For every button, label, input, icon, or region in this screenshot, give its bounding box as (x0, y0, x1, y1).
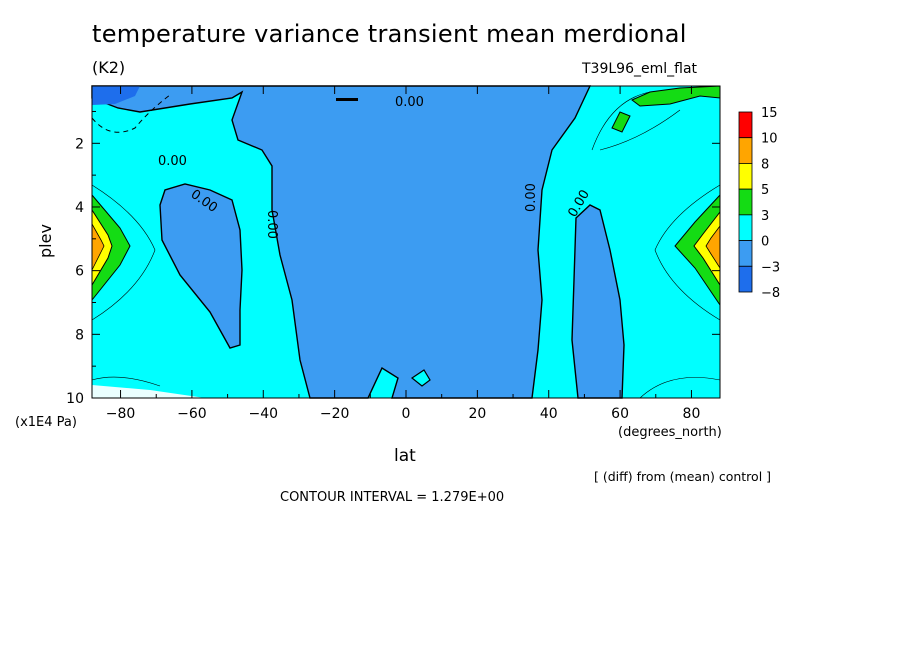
x-axis-label: lat (394, 446, 416, 466)
colorbar-segment (738, 240, 753, 267)
colorbar-segment (738, 214, 753, 241)
x-tick-label: 60 (611, 406, 629, 422)
chart-title: temperature variance transient mean merd… (92, 20, 687, 48)
colorbar-segment (738, 265, 753, 293)
x-tick-label: −80 (106, 406, 136, 422)
x-tick-label: 0 (402, 406, 411, 422)
colorbar-segment (738, 163, 753, 190)
y-tick-label: 2 (75, 136, 84, 152)
y-tick-label: 4 (75, 200, 84, 216)
chart-units: (K2) (92, 58, 126, 77)
region-central-negative (91, 85, 592, 399)
x-tick-label: −60 (177, 406, 207, 422)
contour-label-3: 0.00 (395, 95, 424, 110)
y-tick-label: 10 (66, 391, 84, 407)
x-tick-label: −20 (320, 406, 350, 422)
colorbar-label: 3 (761, 209, 769, 224)
y-axis-units: (x1E4 Pa) (15, 415, 77, 430)
colorbar-segment (738, 137, 753, 164)
colorbar-label: 0 (761, 235, 769, 250)
x-tick-label: −40 (248, 406, 278, 422)
diff-note: [ (diff) from (mean) control ] (594, 469, 772, 484)
region-north-column (571, 204, 625, 399)
thin-contour-north-surface (639, 377, 721, 399)
colorbar-label: −8 (761, 286, 780, 301)
colorbar-segment (738, 188, 753, 216)
equator-surface-blob (410, 369, 431, 387)
thin-contour-south-surface (91, 376, 161, 387)
thin-contour-north-top (591, 91, 651, 151)
x-axis-units: (degrees_north) (618, 425, 722, 440)
colorbar-label: 10 (761, 132, 778, 147)
contour-label-4: 0.00 (524, 183, 539, 212)
colorbar-label: 5 (761, 183, 769, 198)
x-tick-label: 20 (468, 406, 486, 422)
contour-label-2: 0.00 (264, 210, 279, 239)
thin-contour-north (654, 184, 721, 321)
run-label: T39L96_eml_flat (582, 61, 698, 77)
x-tick-label: 80 (683, 406, 701, 422)
thin-contour-north-top-2 (599, 109, 681, 151)
region-south-pocket (159, 183, 243, 349)
colorbar-label: −3 (761, 260, 780, 275)
colorbar-label: 15 (761, 106, 778, 121)
north-top-blob (611, 111, 631, 133)
dashed-contour (91, 94, 171, 133)
contour-interval: CONTOUR INTERVAL = 1.279E+00 (280, 490, 505, 505)
colorbar-label: 8 (761, 157, 769, 172)
thin-contour-south (91, 184, 156, 321)
x-tick-label: 40 (540, 406, 558, 422)
colorbar-segment (738, 111, 753, 139)
y-tick-label: 8 (75, 327, 84, 343)
y-tick-label: 6 (75, 264, 84, 280)
contour-label-0: 0.00 (158, 154, 187, 169)
top-streak (336, 98, 358, 101)
region-south-top-min (92, 86, 140, 105)
